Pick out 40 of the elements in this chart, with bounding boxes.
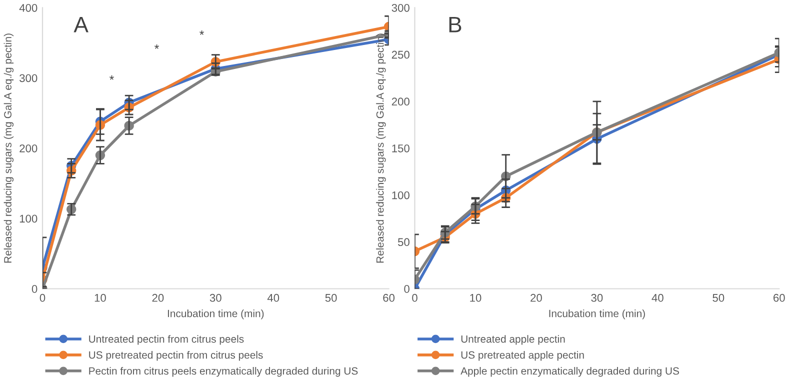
x-tick-label: 40 bbox=[267, 294, 280, 302]
x-tick-label: 0 bbox=[412, 294, 418, 302]
y-tick-label: 0 bbox=[404, 285, 410, 293]
y-tick-label: 200 bbox=[392, 98, 410, 106]
x-tick-label: 50 bbox=[325, 294, 337, 302]
x-tick-label: 10 bbox=[94, 294, 106, 302]
legend-label: US pretreated pectin from citrus peels bbox=[89, 351, 263, 361]
y-tick-label: 100 bbox=[392, 191, 410, 200]
y-tick-label: 300 bbox=[20, 74, 38, 82]
y-tick-label: 50 bbox=[398, 238, 410, 246]
x-axis-title: Incubation time (min) bbox=[168, 310, 264, 320]
legend-label: US pretreated apple pectin bbox=[461, 351, 584, 361]
legend-label: Pectin from citrus peels enzymatically degraded during US bbox=[89, 366, 358, 377]
y-tick-label: 0 bbox=[32, 285, 38, 293]
chart-title: A bbox=[74, 16, 88, 32]
x-tick-label: 40 bbox=[652, 294, 664, 302]
annotation: * bbox=[110, 75, 114, 80]
x-tick-label: 30 bbox=[591, 294, 603, 302]
x-axis-title: Incubation time (min) bbox=[549, 310, 645, 320]
y-tick-label: 100 bbox=[20, 214, 38, 223]
y-tick-label: 250 bbox=[392, 50, 410, 59]
y-tick-label: 400 bbox=[19, 4, 38, 12]
chart-title: B bbox=[449, 16, 462, 32]
y-axis-title: Released reducing sugars (mg Gal.A eq./g pectin) bbox=[4, 34, 14, 263]
x-tick-label: 0 bbox=[40, 294, 46, 302]
x-tick-label: 60 bbox=[383, 294, 395, 302]
legend-label: Apple pectin enzymatically degraded during US bbox=[460, 366, 679, 377]
legend-label: Untreated apple pectin bbox=[461, 335, 565, 345]
annotation: * bbox=[200, 30, 204, 35]
x-tick-label: 30 bbox=[210, 294, 222, 302]
x-tick-label: 50 bbox=[712, 294, 724, 302]
y-tick-label: 300 bbox=[392, 4, 410, 12]
legend-label: Untreated pectin from citrus peels bbox=[89, 335, 244, 345]
y-tick-label: 200 bbox=[20, 144, 38, 152]
x-tick-label: 20 bbox=[152, 294, 164, 302]
x-tick-label: 60 bbox=[774, 294, 785, 302]
annotation: * bbox=[154, 44, 160, 49]
y-tick-label: 150 bbox=[392, 144, 410, 152]
x-tick-label: 20 bbox=[530, 294, 542, 302]
x-tick-label: 10 bbox=[470, 294, 482, 302]
